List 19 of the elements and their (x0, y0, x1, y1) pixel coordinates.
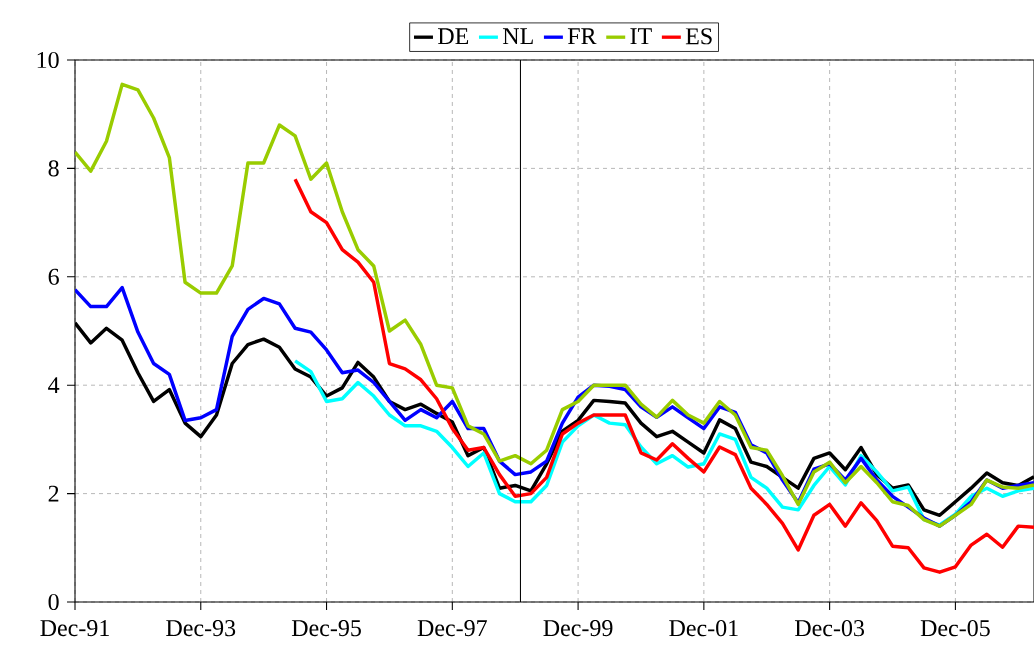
legend-label: IT (630, 28, 652, 45)
y-tick-label: 2 (48, 485, 59, 502)
x-tick-label: Dec-99 (543, 620, 613, 637)
y-tick-label: 4 (48, 377, 60, 394)
x-tick-label: Dec-93 (166, 620, 236, 637)
x-tick-label: Dec-95 (291, 620, 361, 637)
x-tick-label: Dec-03 (795, 620, 865, 637)
legend-label: NL (502, 28, 533, 45)
legend-label: DE (437, 28, 469, 45)
x-tick-label: Dec-91 (40, 620, 109, 637)
y-tick-label: 6 (48, 268, 59, 285)
legend-label: FR (567, 28, 597, 45)
x-tick-label: Dec-97 (417, 620, 487, 637)
x-tick-label: Dec-01 (669, 620, 738, 637)
y-tick-label: 0 (48, 593, 59, 611)
x-tick-label: Dec-05 (920, 620, 990, 637)
legend-label: ES (685, 28, 712, 45)
y-tick-label: 10 (37, 51, 59, 69)
y-tick-label: 8 (48, 160, 59, 177)
